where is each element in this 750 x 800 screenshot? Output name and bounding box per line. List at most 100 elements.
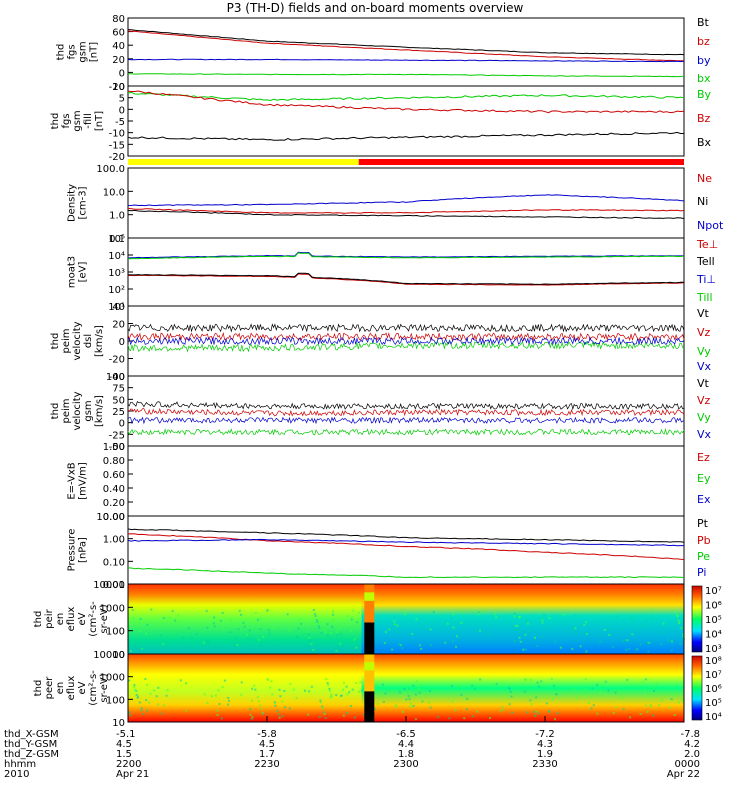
- figure-title: P3 (TH-D) fields and on-board moments ov…: [227, 1, 524, 15]
- colorbar-label: 10⁷: [705, 586, 722, 597]
- x-row-value: Apr 22: [667, 769, 700, 780]
- spectrogram-pixel: [350, 629, 353, 632]
- legend-Ne: Ne: [697, 172, 712, 185]
- spectrogram-pixel: [247, 637, 250, 640]
- y-axis-label: [nT]: [89, 42, 100, 62]
- spectrogram-pixel: [629, 716, 632, 719]
- spectrogram-pixel: [650, 705, 653, 708]
- x-row-value: 1.8: [398, 749, 414, 760]
- y-axis-label: fgs: [67, 44, 78, 59]
- y-tick-label: 10⁴: [108, 251, 125, 262]
- spectrogram-pixel: [151, 641, 154, 644]
- spectrogram-pixel: [395, 705, 398, 708]
- x-row-value: -5.8: [257, 729, 277, 740]
- spectrogram-pixel: [649, 641, 651, 644]
- spectrogram-pixel: [651, 608, 654, 611]
- spectrogram-pixel: [128, 679, 131, 682]
- spectrogram-pixel: [590, 707, 593, 710]
- spectrogram-pixel: [678, 622, 681, 625]
- spectrogram-pixel: [384, 692, 387, 695]
- x-row-value: -5.1: [116, 729, 136, 740]
- quality-bar-yellow: [128, 159, 359, 165]
- spectrogram-pixel: [608, 633, 611, 636]
- spectrogram-pixel: [264, 642, 267, 645]
- panel-frame: [127, 167, 685, 239]
- spectrogram-pixel: [604, 680, 607, 683]
- spectrogram-pixel: [670, 698, 673, 701]
- spectrogram-pixel: [646, 710, 649, 713]
- panel-8: 0.01 0.10 1.00 10.00 Pressure [nPa] Pt Pb Pe Pi: [67, 512, 711, 591]
- y-axis-label: en: [55, 613, 66, 626]
- spectrogram-pixel: [538, 609, 541, 612]
- y-axis-label: sr-eV): [99, 604, 110, 633]
- panel-frame: [127, 515, 685, 585]
- spectrogram-pixel: [222, 628, 225, 631]
- y-tick-label: 20: [112, 55, 125, 66]
- spectrogram-pixel: [408, 697, 411, 700]
- spectrogram-pixel: [240, 693, 243, 696]
- spectrogram-pixel: [248, 629, 251, 632]
- spectrogram-pixel: [460, 621, 463, 624]
- spectrogram-pixel: [274, 704, 277, 707]
- y-axis-label: velocity: [72, 321, 83, 360]
- y-tick-label: -5: [115, 117, 125, 128]
- spectrogram-pixel: [524, 633, 527, 636]
- spectrogram-pixel: [300, 622, 303, 625]
- spectrogram-pixel: [524, 678, 527, 681]
- spectrogram-pixel: [319, 699, 322, 702]
- y-tick-label: 0.40: [103, 484, 125, 495]
- spectrogram-pixel: [278, 688, 281, 691]
- gap-column-mid: [364, 592, 375, 601]
- spectrogram-pixel: [340, 633, 343, 636]
- legend-Vx: Vx: [697, 360, 712, 373]
- x-row-label: hhmm: [4, 759, 36, 770]
- spectrogram-pixel: [650, 617, 653, 620]
- spectrogram-pixel: [662, 622, 665, 625]
- spectrogram-pixel: [634, 615, 637, 618]
- y-axis-label: sr-eV): [99, 673, 110, 702]
- spectrogram-pixel: [137, 695, 140, 698]
- colorbar: [691, 655, 703, 721]
- y-axis-label: en: [55, 682, 66, 695]
- spectrogram-pixel: [281, 700, 284, 703]
- spectrogram-pixel: [584, 678, 587, 680]
- spectrogram-pixel: [149, 692, 152, 695]
- spectrogram-pixel: [543, 614, 546, 617]
- spectrogram-pixel: [195, 632, 198, 635]
- spectrogram-pixel: [403, 613, 406, 616]
- spectrogram-pixel: [221, 686, 224, 689]
- spectrogram-pixel: [299, 618, 302, 621]
- spectrogram-pixel: [148, 701, 151, 704]
- spectrogram-pixel: [626, 639, 629, 642]
- spectrogram-pixel: [277, 713, 280, 716]
- spectrogram-pixel: [526, 621, 529, 624]
- spectrogram-pixel: [417, 685, 420, 688]
- spectrogram-pixel: [214, 694, 217, 697]
- spectrogram-pixel: [429, 690, 431, 692]
- spectrogram-pixel: [202, 641, 205, 644]
- spectrogram-pixel: [238, 609, 241, 612]
- y-tick-label: 40: [112, 41, 125, 52]
- spectrogram-pixel: [314, 615, 317, 617]
- y-axis-label: thd: [56, 44, 67, 61]
- spectrogram-pixel: [134, 689, 137, 692]
- spectrogram-pixel: [682, 633, 685, 635]
- spectrogram-pixel: [380, 692, 383, 695]
- spectrogram-pixel: [279, 695, 282, 698]
- spectrogram-pixel: [579, 645, 582, 648]
- legend-bz: bz: [697, 35, 710, 48]
- spectrogram-pixel: [251, 638, 254, 641]
- legend-Pe: Pe: [697, 550, 710, 563]
- spectrogram-pixel: [471, 684, 474, 687]
- series-line-by: [127, 58, 685, 63]
- colorbar-label: 10⁶: [705, 601, 722, 612]
- spectrogram-pixel: [674, 611, 677, 614]
- y-tick-label: 0: [119, 419, 125, 430]
- spectrogram-pixel: [318, 626, 321, 629]
- spectrogram-pixel: [325, 678, 328, 681]
- spectrogram-pixel: [406, 687, 409, 690]
- spectrogram-pixel: [261, 713, 264, 716]
- legend-by: by: [697, 54, 711, 67]
- spectrogram-pixel: [644, 678, 647, 681]
- spectrogram-pixel: [411, 633, 414, 636]
